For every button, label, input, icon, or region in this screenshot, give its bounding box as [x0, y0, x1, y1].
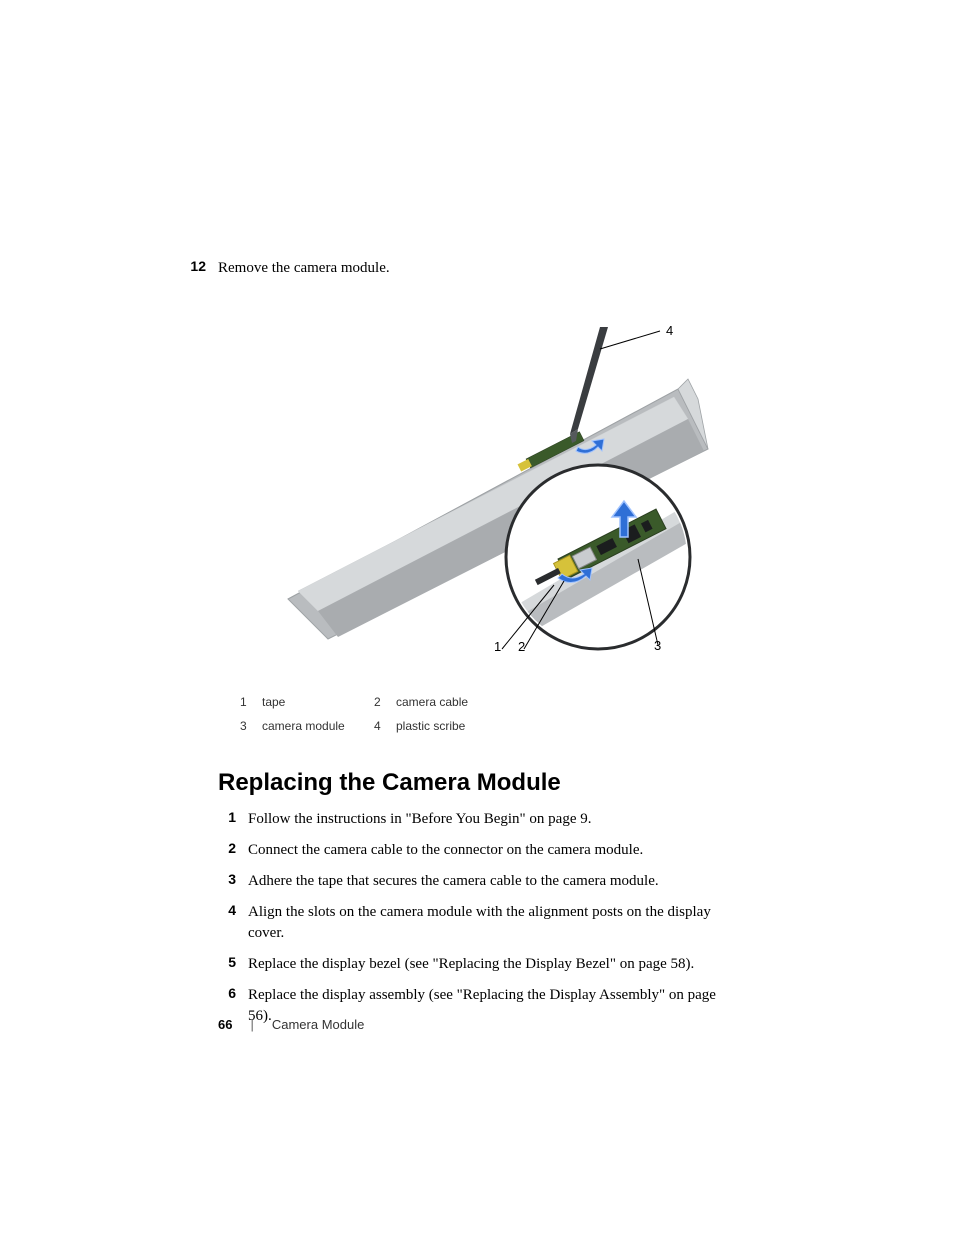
plastic-scribe [570, 327, 608, 443]
list-item: 1 Follow the instructions in "Before You… [218, 809, 738, 830]
step-number: 4 [218, 902, 248, 944]
callout-3: 3 [654, 638, 661, 653]
list-item: 3 Adhere the tape that secures the camer… [218, 871, 738, 892]
page-content: 1 2 Remove the camera module. [218, 258, 738, 1037]
footer-separator: | [250, 1017, 253, 1032]
legend-num: 4 [374, 715, 394, 737]
legend-num: 3 [240, 715, 260, 737]
legend-num: 2 [374, 691, 394, 713]
magnified-view [502, 465, 698, 649]
legend-label: camera cable [396, 691, 506, 713]
step-text: Align the slots on the camera module wit… [248, 902, 738, 944]
section-heading: Replacing the Camera Module [218, 769, 738, 797]
step-number: 5 [218, 954, 248, 975]
table-row: 1 tape 2 camera cable [240, 691, 506, 713]
steps-list: 1 Follow the instructions in "Before You… [218, 809, 738, 1027]
step-number: 1 [218, 809, 248, 830]
figure-camera-module: 1 2 3 4 [258, 309, 718, 669]
legend-label: plastic scribe [396, 715, 506, 737]
list-item: 5 Replace the display bezel (see "Replac… [218, 954, 738, 975]
step-12: 12 Remove the camera module. [218, 258, 738, 279]
step-text: Replace the display bezel (see "Replacin… [248, 954, 694, 975]
callout-2: 2 [518, 639, 525, 654]
callout-1: 1 [494, 639, 501, 654]
footer-page-number: 66 [218, 1017, 232, 1032]
step-number: 12 [188, 258, 218, 279]
list-item: 4 Align the slots on the camera module w… [218, 902, 738, 944]
step-text: Follow the instructions in "Before You B… [248, 809, 591, 830]
figure-svg [258, 309, 718, 669]
legend-label: tape [262, 691, 372, 713]
footer-section-title: Camera Module [272, 1017, 365, 1032]
table-row: 3 camera module 4 plastic scribe [240, 715, 506, 737]
step-text: Connect the camera cable to the connecto… [248, 840, 643, 861]
list-item: 2 Connect the camera cable to the connec… [218, 840, 738, 861]
page-footer: 66 | Camera Module [218, 1017, 364, 1032]
step-text: Adhere the tape that secures the camera … [248, 871, 659, 892]
legend-num: 1 [240, 691, 260, 713]
legend-label: camera module [262, 715, 372, 737]
step-number: 3 [218, 871, 248, 892]
step-number: 2 [218, 840, 248, 861]
step-text: Remove the camera module. [218, 258, 390, 279]
callout-4: 4 [666, 323, 673, 338]
legend-table: 1 tape 2 camera cable 3 camera module 4 … [238, 689, 508, 739]
callout-line-4 [600, 331, 660, 349]
